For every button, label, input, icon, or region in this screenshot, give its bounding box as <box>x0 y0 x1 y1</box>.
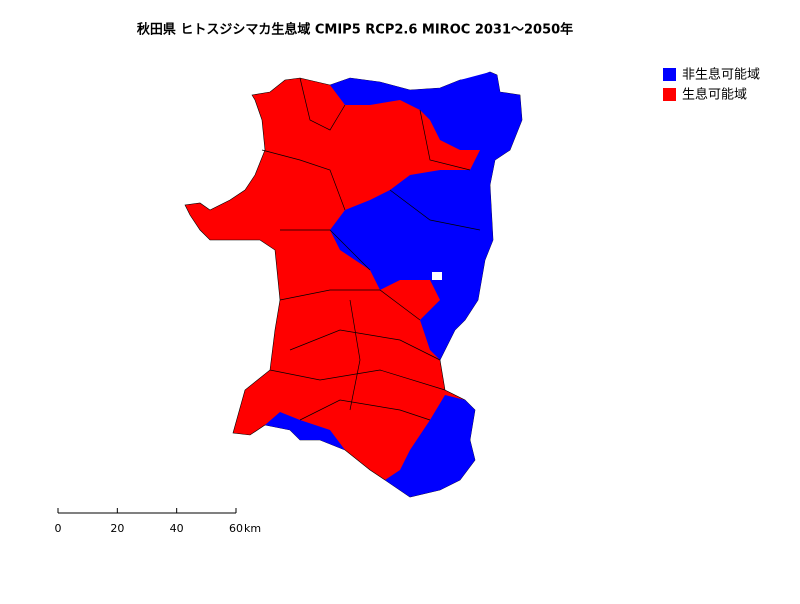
legend-swatch <box>663 68 676 81</box>
scale-unit: km <box>244 522 261 535</box>
municipal-boundaries <box>261 77 481 421</box>
legend-label: 非生息可能域 <box>682 67 760 83</box>
non-habitable-area <box>385 395 475 497</box>
scale-bar: 0 20 40 60 km <box>55 508 261 535</box>
water-body <box>432 272 442 280</box>
non-habitable-area <box>330 72 522 360</box>
legend-swatch <box>663 88 676 101</box>
map <box>184 71 523 498</box>
scale-tick-label: 20 <box>110 522 124 535</box>
non-habitable-area <box>265 412 345 450</box>
legend-label: 生息可能域 <box>682 87 747 103</box>
scale-tick-label: 0 <box>55 522 62 535</box>
scale-tick-label: 60 <box>229 522 243 535</box>
scale-tick-label: 40 <box>170 522 184 535</box>
map-title: 秋田県 ヒトスジシマカ生息域 CMIP5 RCP2.6 MIROC 2031～2… <box>137 22 573 38</box>
